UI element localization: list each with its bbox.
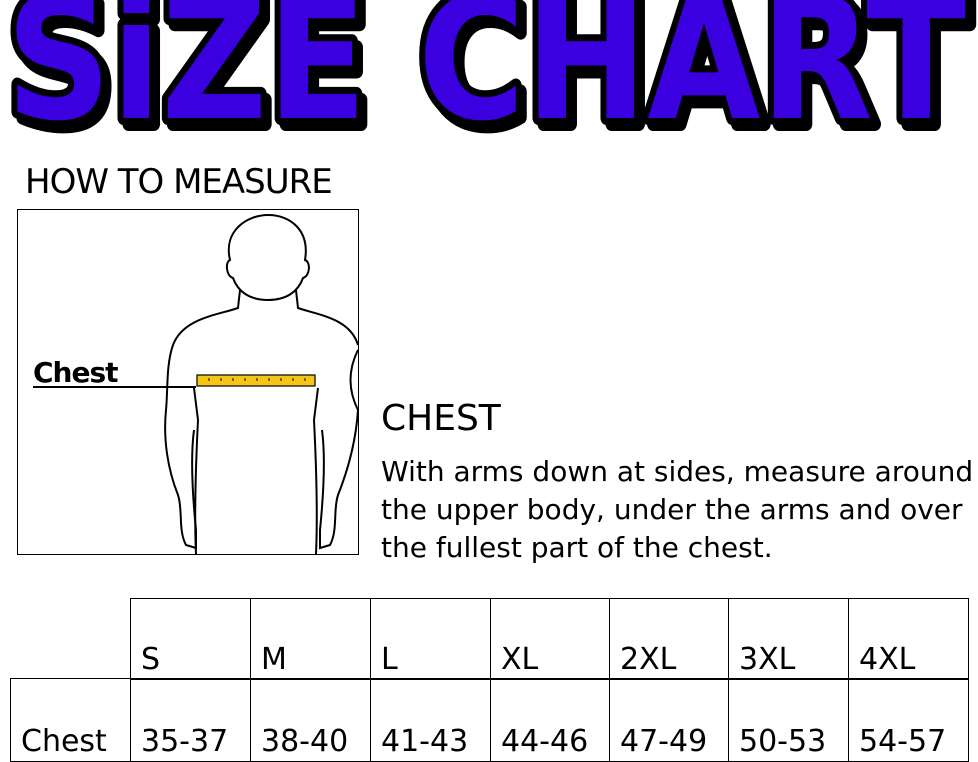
size-header-3xl-text: 3XL — [739, 642, 796, 677]
measure-figure: Chest — [17, 209, 359, 555]
instruction-text: With arms down at sides, measure around … — [381, 455, 974, 564]
title-text: SiZE CHART — [6, 0, 966, 142]
row-label-chest-text: Chest — [21, 724, 107, 759]
size-header-m: M — [250, 598, 371, 680]
size-header-l: L — [370, 598, 491, 680]
size-header-4xl-text: 4XL — [859, 642, 916, 677]
size-header-2xl: 2XL — [609, 598, 729, 680]
body-outline-icon — [33, 213, 358, 554]
measurement-cell: 50-53 — [728, 678, 849, 762]
how-to-measure-heading: HOW TO MEASURE — [25, 162, 333, 202]
figure-chest-label: Chest — [33, 356, 119, 389]
measurement-cell: 35-37 — [130, 678, 251, 762]
measuring-tape — [196, 374, 316, 387]
size-header-4xl: 4XL — [848, 598, 969, 680]
size-chart-title: SiZE CHART — [0, 0, 978, 166]
size-header-3xl: 3XL — [728, 598, 849, 680]
measurement-cell-text: 54-57 — [859, 724, 947, 759]
measurement-cell: 47-49 — [609, 678, 729, 762]
size-header-s: S — [130, 598, 251, 680]
measurement-cell: 41-43 — [370, 678, 491, 762]
instruction-heading: CHEST — [381, 398, 501, 439]
size-header-xl-text: XL — [501, 642, 539, 677]
measurement-cell: 44-46 — [490, 678, 610, 762]
measurement-cell-text: 50-53 — [739, 724, 827, 759]
size-header-2xl-text: 2XL — [620, 642, 677, 677]
row-label-chest: Chest — [10, 678, 131, 762]
size-header-m-text: M — [261, 642, 287, 677]
measurement-cell-text: 41-43 — [381, 724, 469, 759]
measurement-cell: 38-40 — [250, 678, 371, 762]
measurement-cell-text: 35-37 — [141, 724, 229, 759]
size-header-xl: XL — [490, 598, 610, 680]
size-header-l-text: L — [381, 642, 398, 677]
measurement-cell-text: 44-46 — [501, 724, 589, 759]
measurement-cell: 54-57 — [848, 678, 969, 762]
measurement-cell-text: 47-49 — [620, 724, 708, 759]
measurement-cell-text: 38-40 — [261, 724, 349, 759]
size-header-s-text: S — [141, 642, 161, 677]
